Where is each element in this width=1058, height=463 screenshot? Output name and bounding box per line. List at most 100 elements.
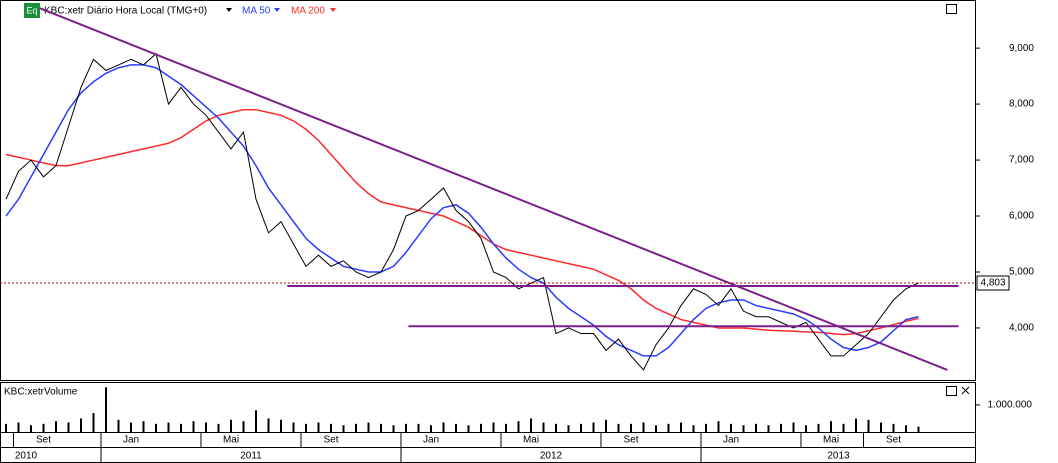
volume-bar (292, 422, 295, 432)
volume-bar (430, 425, 432, 432)
volume-bar (917, 426, 920, 432)
dropdown-icon[interactable] (274, 8, 280, 12)
volume-bar (767, 425, 770, 432)
volume-bar (830, 421, 832, 432)
last-price-box (976, 275, 1010, 291)
volume-bar (267, 418, 270, 432)
y-tick-label: 6,000 (1009, 211, 1034, 222)
volume-bar (505, 423, 507, 432)
volume-bar (705, 423, 707, 432)
volume-bar (380, 423, 382, 432)
badge (24, 3, 40, 18)
volume-bar (367, 422, 370, 432)
volume-bar (680, 422, 682, 432)
volume-bar (105, 387, 107, 432)
volume-bar (642, 422, 645, 432)
legend-entry: MA 50 (242, 6, 271, 17)
close-button[interactable] (961, 386, 970, 395)
dropdown-icon[interactable] (330, 8, 336, 12)
x-tick-label: Mai (523, 435, 539, 446)
volume-bar (255, 410, 257, 432)
x-tick-label: Mai (223, 435, 239, 446)
volume-bar (455, 423, 457, 432)
legend-entry: MA 200 (291, 6, 325, 17)
dropdown-icon[interactable] (226, 8, 232, 12)
volume-bar (555, 423, 557, 432)
volume-bar (742, 425, 745, 432)
volume-bar (217, 423, 220, 432)
y-tick-label: 4,000 (1009, 323, 1034, 334)
chart-title: KBC:xetr Diário Hora Local (TMG+0) (44, 6, 207, 17)
price-panel (0, 0, 976, 381)
year-label: 2013 (827, 451, 850, 462)
price-line (5, 52, 919, 371)
year-label: 2011 (240, 451, 262, 462)
volume-bar (142, 421, 145, 432)
volume-bar (230, 419, 232, 432)
y-tick-label: 9,000 (1009, 43, 1034, 54)
volume-bar (492, 422, 495, 432)
volume-bar (180, 423, 182, 432)
volume-bar (30, 425, 32, 432)
volume-bar (867, 419, 870, 432)
maximize-button[interactable] (946, 4, 957, 14)
trend-line (39, 7, 948, 371)
badge-text: Eq (26, 5, 37, 15)
x-tick-label: Mai (823, 435, 839, 446)
volume-bar (880, 422, 882, 432)
volume-bar (467, 425, 470, 432)
x-tick-label: Set (623, 435, 638, 446)
x-tick-label: Jan (723, 435, 739, 446)
volume-bar (542, 422, 545, 432)
volume-bar (592, 422, 595, 432)
volume-bar (67, 422, 70, 432)
volume-bar (780, 423, 782, 432)
volume-bar (755, 423, 757, 432)
volume-bar (55, 421, 57, 432)
volume-bar (530, 418, 532, 432)
volume-bar (842, 423, 845, 432)
volume-bar (17, 422, 20, 432)
volume-bar (355, 423, 357, 432)
volume-bar (417, 423, 420, 432)
volume-bar (317, 422, 320, 432)
volume-bar (692, 425, 695, 432)
volume-bar (817, 423, 820, 432)
volume-bar (330, 423, 332, 432)
volume-bar (805, 425, 807, 432)
volume-bar (242, 421, 245, 432)
y-tick-label: 7,000 (1009, 155, 1034, 166)
volume-bar (5, 423, 7, 432)
volume-bar (892, 423, 895, 432)
moving-average (5, 108, 919, 336)
volume-bar (717, 421, 720, 432)
volume-bar (80, 418, 82, 432)
volume-bar (567, 425, 570, 432)
year-label: 2012 (540, 451, 563, 462)
volume-bar (617, 423, 620, 432)
volume-bar (192, 421, 195, 432)
volume-bar (42, 423, 45, 432)
volume-bar (580, 423, 582, 432)
volume-bar (605, 419, 607, 432)
volume-bar (905, 425, 907, 432)
y-tick-label: 8,000 (1009, 99, 1034, 110)
volume-title: KBC:xetrVolume (4, 387, 78, 398)
x-tick-label: Jan (423, 435, 439, 446)
volume-bar (130, 422, 132, 432)
volume-bar (630, 423, 632, 432)
volume-bar (405, 423, 407, 432)
volume-bar (117, 419, 120, 432)
volume-bar (305, 423, 307, 432)
volume-bar (480, 423, 482, 432)
volume-bar (442, 422, 445, 432)
x-tick-label: Set (886, 435, 901, 446)
moving-average (5, 64, 919, 357)
y-tick-label: 1.000.000 (988, 400, 1033, 411)
maximize-button[interactable] (946, 386, 957, 396)
y-tick-label: 5,000 (1009, 267, 1034, 278)
volume-bar (517, 421, 520, 432)
last-price-label: 4,803 (980, 278, 1005, 289)
volume-bar (655, 425, 657, 432)
